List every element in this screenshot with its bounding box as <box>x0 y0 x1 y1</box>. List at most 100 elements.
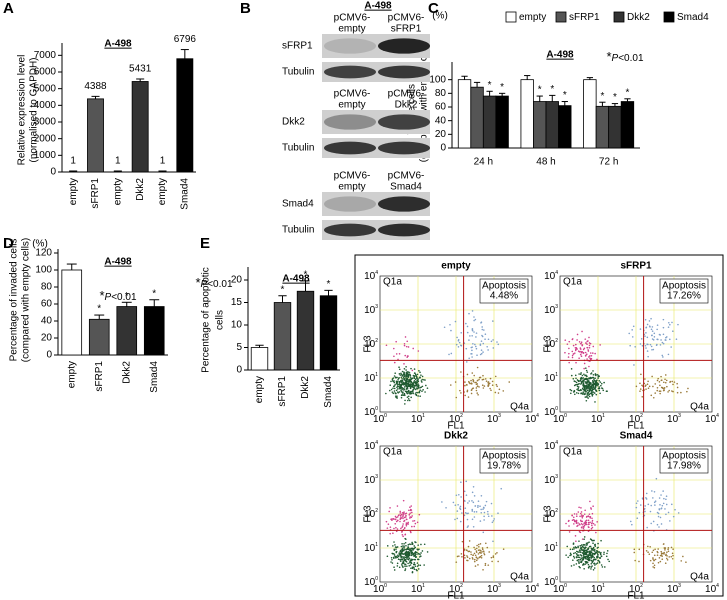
event-dot <box>668 389 671 392</box>
event-dot <box>593 562 596 565</box>
event-dot <box>408 564 411 567</box>
event-dot <box>599 392 601 395</box>
event-dot <box>401 370 404 373</box>
event-dot <box>406 553 408 556</box>
tick-base: 10 <box>705 414 717 425</box>
event-dot <box>606 390 608 393</box>
event-dot <box>400 527 402 530</box>
event-dot <box>574 535 577 537</box>
event-dot <box>594 374 597 376</box>
event-dot <box>398 368 401 371</box>
event-dot <box>584 557 587 560</box>
tick-base: 10 <box>629 584 641 595</box>
event-dot <box>409 393 411 395</box>
event-dot <box>390 561 392 563</box>
event-dot <box>664 508 666 510</box>
event-dot <box>396 395 398 397</box>
event-dot <box>586 383 588 385</box>
event-dot <box>652 549 655 552</box>
event-dot <box>389 532 391 535</box>
event-dot <box>400 555 403 558</box>
event-dot <box>656 511 659 514</box>
event-dot <box>426 387 429 389</box>
event-dot <box>403 547 406 549</box>
event-dot <box>394 522 397 525</box>
apoptosis-value: 17.98% <box>667 461 701 472</box>
event-dot <box>567 356 570 358</box>
event-dot <box>580 355 583 358</box>
panel-letter: E <box>200 235 210 252</box>
event-dot <box>590 392 592 395</box>
event-dot <box>496 385 498 388</box>
event-dot <box>662 502 665 505</box>
event-dot <box>459 507 461 509</box>
event-dot <box>385 344 388 347</box>
event-dot <box>578 351 581 353</box>
blot-band <box>324 141 376 155</box>
event-dot <box>410 558 412 561</box>
event-dot <box>574 343 577 346</box>
event-dot <box>644 510 646 513</box>
bar <box>620 101 635 149</box>
event-dot <box>578 506 580 509</box>
event-dot <box>413 377 416 380</box>
event-dot <box>572 555 575 558</box>
event-dot <box>492 555 495 557</box>
tick-exponent: 2 <box>460 583 463 589</box>
event-dot <box>403 558 406 560</box>
event-dot <box>402 535 404 538</box>
event-dot <box>404 381 407 384</box>
significance-star: * <box>600 91 604 102</box>
event-dot <box>502 390 505 392</box>
tick-base: 10 <box>667 414 679 425</box>
event-dot <box>573 546 575 549</box>
event-dot <box>488 382 491 385</box>
tick-exponent: 0 <box>384 413 387 419</box>
event-dot <box>644 378 646 380</box>
event-dot <box>631 336 634 338</box>
event-dot <box>393 549 396 552</box>
event-dot <box>410 367 412 370</box>
event-dot <box>404 541 407 544</box>
tick-exponent: 2 <box>555 508 558 514</box>
event-dot <box>652 348 655 351</box>
event-dot <box>480 494 483 497</box>
event-dot <box>578 389 581 392</box>
event-dot <box>412 563 415 566</box>
apoptosis-value: 4.48% <box>490 291 518 302</box>
event-dot <box>405 345 408 348</box>
event-dot <box>650 328 653 331</box>
event-dot <box>414 388 417 391</box>
tick-base: 10 <box>544 407 556 418</box>
event-dot <box>474 381 476 384</box>
event-dot <box>660 507 663 510</box>
event-dot <box>475 511 478 513</box>
event-dot <box>478 378 480 381</box>
event-dot <box>419 553 421 556</box>
event-dot <box>587 515 590 517</box>
event-dot <box>408 399 411 402</box>
apoptosis-title: Apoptosis <box>482 281 526 292</box>
tick-base: 10 <box>525 414 537 425</box>
event-dot <box>399 558 401 561</box>
event-dot <box>474 345 477 348</box>
error-bar <box>499 92 506 97</box>
y-tick-label: 40 <box>435 115 447 126</box>
event-dot <box>450 329 452 332</box>
y-tick-label: 20 <box>41 333 53 344</box>
event-dot <box>402 381 405 384</box>
event-dot <box>662 333 665 336</box>
event-dot <box>404 354 407 357</box>
event-dot <box>399 374 402 376</box>
event-dot <box>593 567 596 569</box>
event-dot <box>465 494 468 496</box>
event-dot <box>458 555 460 557</box>
event-dot <box>477 553 480 555</box>
x-tick-label: 101 <box>591 583 605 594</box>
annotation-part: <0.01 <box>207 279 233 290</box>
tick-base: 10 <box>411 414 423 425</box>
tick-exponent: 3 <box>498 583 501 589</box>
event-dot <box>476 544 478 547</box>
event-dot <box>577 511 580 513</box>
event-dot <box>573 520 576 523</box>
